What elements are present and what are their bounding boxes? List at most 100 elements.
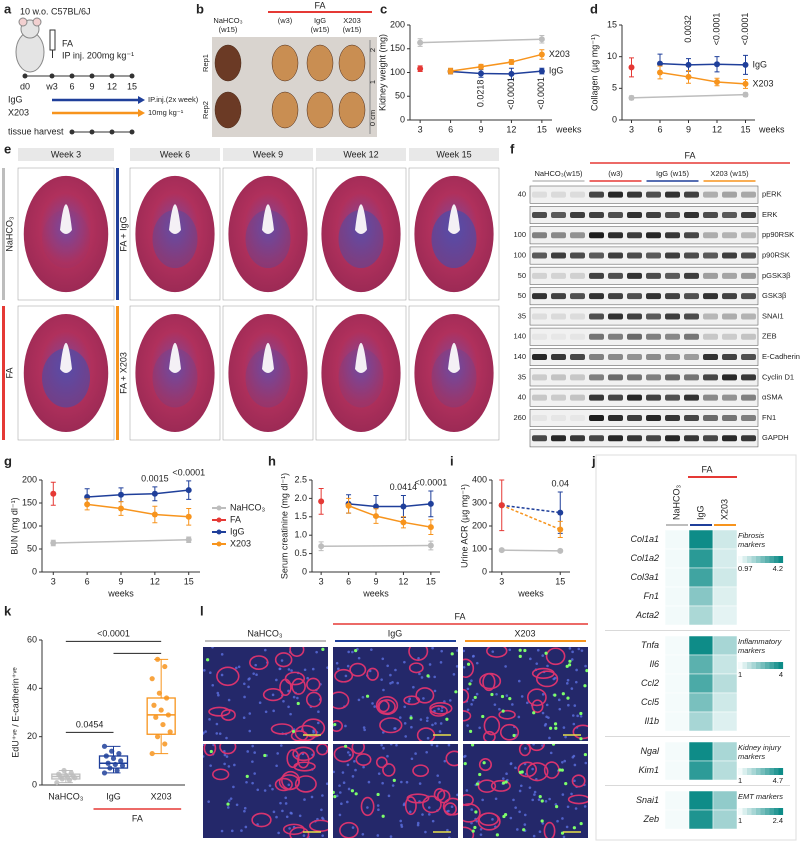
- band: [646, 374, 661, 381]
- nucleus: [431, 647, 434, 650]
- nucleus: [456, 793, 458, 797]
- legend-gradient: [778, 662, 784, 669]
- panel-label: b: [196, 1, 204, 16]
- band: [608, 354, 623, 361]
- nucleus: [251, 744, 254, 748]
- y-tick-label: 100: [22, 520, 37, 530]
- edu-cell: [350, 789, 354, 793]
- heatmap-cell: [712, 673, 738, 694]
- band: [627, 232, 642, 239]
- tubule: [463, 710, 472, 722]
- legend-gradient: [774, 662, 779, 669]
- data-point: [68, 770, 74, 776]
- week-label: Week 3: [51, 149, 81, 159]
- data-point: [156, 690, 162, 696]
- heatmap-cell: [664, 809, 690, 830]
- heatmap-cell: [688, 586, 714, 607]
- nucleus: [223, 753, 227, 757]
- band: [665, 313, 680, 320]
- heatmap-cell: [712, 711, 738, 732]
- tubule: [289, 826, 310, 838]
- mw-marker: 260: [513, 413, 526, 422]
- nucleus: [431, 723, 434, 727]
- nucleus: [389, 681, 392, 685]
- legend-gradient: [760, 808, 766, 815]
- legend-gradient: [742, 768, 748, 775]
- blot-label: GSK3β: [762, 291, 787, 300]
- week-header: [223, 148, 313, 161]
- data-point: [742, 91, 749, 98]
- edu-cell: [579, 737, 583, 741]
- band: [589, 333, 604, 340]
- tubule: [220, 708, 236, 721]
- nucleus: [251, 760, 254, 763]
- nucleus: [263, 789, 267, 792]
- heatmap-cell: [712, 605, 738, 626]
- edu-cell: [354, 792, 358, 796]
- y-tick-label: 150: [390, 43, 405, 53]
- legend-label: NaHCO₃: [230, 502, 266, 512]
- edu-cell: [502, 781, 506, 785]
- data-point: [151, 490, 158, 497]
- tubule: [289, 647, 305, 657]
- nucleus: [225, 736, 228, 740]
- nucleus: [508, 648, 512, 652]
- tubule: [415, 687, 435, 704]
- nucleus: [203, 755, 205, 758]
- tubule: [483, 730, 496, 741]
- heatmap-cell: [664, 529, 690, 550]
- nucleus: [243, 682, 246, 686]
- nucleus: [584, 664, 587, 668]
- nucleus: [580, 649, 584, 652]
- nucleus: [475, 661, 479, 665]
- heatmap-cell: [664, 548, 690, 569]
- data-point: [400, 519, 407, 526]
- heatmap-cell: [664, 586, 690, 607]
- edu-cell: [291, 729, 296, 734]
- band: [532, 232, 547, 239]
- band: [684, 435, 699, 442]
- edu-cell: [518, 654, 522, 659]
- micrograph: [333, 647, 458, 741]
- edu-cell: [206, 658, 210, 662]
- band: [684, 293, 699, 300]
- band: [741, 414, 756, 421]
- nucleus: [463, 649, 466, 653]
- kidney: [214, 91, 242, 129]
- band: [741, 313, 756, 320]
- legend-gradient: [760, 662, 766, 669]
- heatmap-cell: [664, 654, 690, 675]
- week-label: Week 6: [160, 149, 190, 159]
- nucleus: [347, 787, 351, 791]
- heatmap-cell: [688, 567, 714, 588]
- band: [741, 211, 756, 218]
- p-value: <0.0001: [536, 77, 546, 110]
- band: [570, 374, 585, 381]
- nucleus: [341, 771, 345, 774]
- series-line: [631, 93, 746, 99]
- column-label: X203: [719, 499, 729, 520]
- nucleus: [232, 785, 235, 789]
- edu-cell: [321, 647, 325, 651]
- legend-gradient: [751, 768, 757, 775]
- tubule: [279, 678, 292, 697]
- y-tick-label: 200: [472, 520, 487, 530]
- y-tick-label: 100: [472, 543, 487, 553]
- x-tick-label: 12: [506, 124, 516, 134]
- timeline-label: 12: [107, 81, 117, 91]
- nucleus: [317, 721, 320, 725]
- papilla: [448, 342, 460, 373]
- papilla: [355, 204, 367, 234]
- legend-gradient: [747, 768, 752, 775]
- heatmap-cell: [688, 605, 714, 626]
- series-line: [501, 504, 561, 531]
- week-header: [130, 148, 220, 161]
- legend-gradient: [742, 662, 748, 669]
- data-point: [185, 513, 192, 520]
- column-label: (w3): [608, 169, 623, 178]
- nucleus: [463, 665, 466, 669]
- band: [722, 313, 737, 320]
- nucleus: [285, 815, 289, 819]
- kidney: [271, 91, 299, 129]
- ruler-label: 0 cm: [368, 110, 377, 126]
